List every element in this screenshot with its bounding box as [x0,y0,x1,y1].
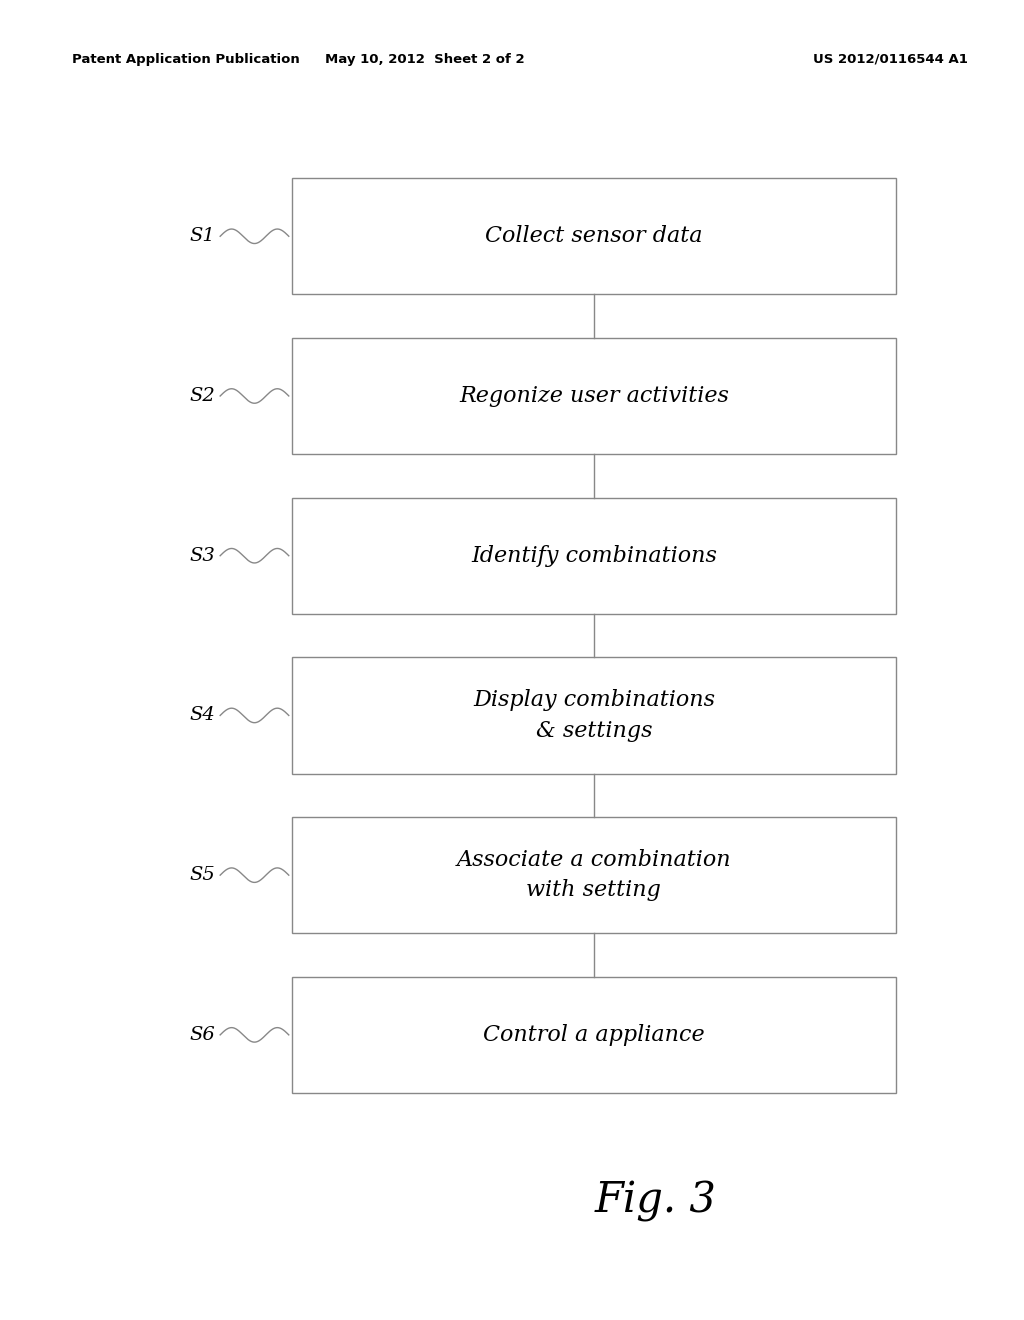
Text: S5: S5 [189,866,215,884]
Bar [292,657,896,774]
Text: Control a appliance: Control a appliance [483,1024,705,1045]
Text: S6: S6 [189,1026,215,1044]
Bar [292,817,896,933]
Bar [292,977,896,1093]
Text: US 2012/0116544 A1: US 2012/0116544 A1 [813,53,969,66]
Text: S4: S4 [189,706,215,725]
Text: S3: S3 [189,546,215,565]
Text: S1: S1 [189,227,215,246]
Text: Fig. 3: Fig. 3 [594,1180,717,1222]
Text: Patent Application Publication: Patent Application Publication [72,53,299,66]
Bar [292,178,896,294]
Text: Collect sensor data: Collect sensor data [485,226,702,247]
Text: May 10, 2012  Sheet 2 of 2: May 10, 2012 Sheet 2 of 2 [326,53,524,66]
Bar [292,338,896,454]
Text: Regonize user activities: Regonize user activities [459,385,729,407]
Text: S2: S2 [189,387,215,405]
Text: Associate a combination
with setting: Associate a combination with setting [457,849,731,902]
Text: Display combinations
& settings: Display combinations & settings [473,689,715,742]
Text: Identify combinations: Identify combinations [471,545,717,566]
Bar [292,498,896,614]
